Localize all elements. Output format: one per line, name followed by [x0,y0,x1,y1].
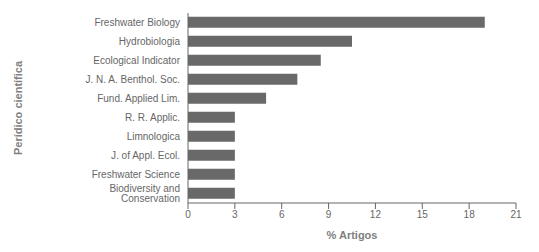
svg-text:Limnologica: Limnologica [127,131,181,142]
svg-text:3: 3 [232,209,238,220]
svg-text:6: 6 [279,209,285,220]
svg-text:Biodiversity andConservation: Biodiversity andConservation [109,183,180,204]
svg-text:Hydrobiologia: Hydrobiologia [119,36,181,47]
svg-text:12: 12 [370,209,382,220]
svg-text:% Artigos: % Artigos [327,229,378,241]
svg-text:0: 0 [185,209,191,220]
svg-text:Freshwater Science: Freshwater Science [92,169,181,180]
svg-text:Ecological Indicator: Ecological Indicator [93,55,180,66]
svg-text:21: 21 [510,209,522,220]
svg-text:R. R. Applic.: R. R. Applic. [125,112,180,123]
svg-text:J. of Appl. Ecol.: J. of Appl. Ecol. [111,150,180,161]
svg-text:18: 18 [464,209,476,220]
svg-text:J. N. A. Benthol. Soc.: J. N. A. Benthol. Soc. [86,74,181,85]
svg-text:Fund. Applied Lim.: Fund. Applied Lim. [97,93,180,104]
svg-text:Freshwater Biology: Freshwater Biology [94,17,180,28]
svg-text:Perídico científica: Perídico científica [12,60,24,155]
svg-text:9: 9 [326,209,332,220]
svg-text:15: 15 [417,209,429,220]
